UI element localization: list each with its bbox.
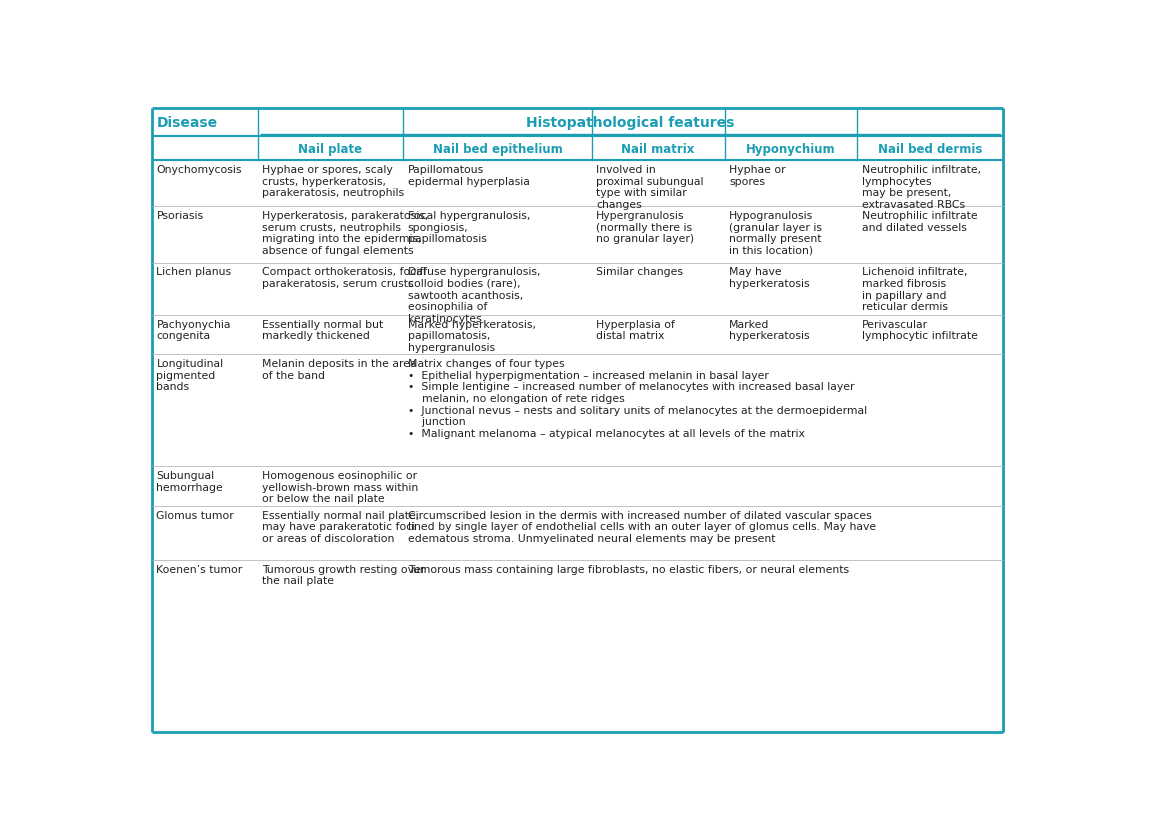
Text: Psoriasis: Psoriasis [156,211,204,221]
Text: Subungual
hemorrhage: Subungual hemorrhage [156,470,223,492]
Text: Lichen planus: Lichen planus [156,267,232,277]
Text: Compact orthokeratosis, focal
parakeratosis, serum crusts: Compact orthokeratosis, focal parakerato… [263,267,426,289]
Text: Neutrophilic infiltrate,
lymphocytes
may be present,
extravasated RBCs: Neutrophilic infiltrate, lymphocytes may… [862,165,981,209]
Text: Hyphae or
spores: Hyphae or spores [730,165,785,186]
Text: Nail bed epithelium: Nail bed epithelium [433,142,563,156]
Text: Tumorous growth resting over
the nail plate: Tumorous growth resting over the nail pl… [263,564,426,585]
Text: Onychomycosis: Onychomycosis [156,165,242,175]
Text: Glomus tumor: Glomus tumor [156,510,234,520]
Text: Disease: Disease [156,116,218,130]
Text: Hyphae or spores, scaly
crusts, hyperkeratosis,
parakeratosis, neutrophils: Hyphae or spores, scaly crusts, hyperker… [263,165,404,198]
Text: Nail bed dermis: Nail bed dermis [878,142,982,156]
Text: Diffuse hypergranulosis,
colloid bodies (rare),
sawtooth acanthosis,
eosinophili: Diffuse hypergranulosis, colloid bodies … [408,267,540,324]
Text: Circumscribed lesion in the dermis with increased number of dilated vascular spa: Circumscribed lesion in the dermis with … [408,510,875,543]
Text: Essentially normal but
markedly thickened: Essentially normal but markedly thickene… [263,320,383,341]
Text: Marked hyperkeratosis,
papillomatosis,
hypergranulosis: Marked hyperkeratosis, papillomatosis, h… [408,320,536,353]
Text: Tumorous mass containing large fibroblasts, no elastic fibers, or neural element: Tumorous mass containing large fibroblas… [408,564,849,574]
Text: Hyponychium: Hyponychium [746,142,836,156]
Text: Koenen’s tumor: Koenen’s tumor [156,564,243,574]
Text: Matrix changes of four types
•  Epithelial hyperpigmentation – increased melanin: Matrix changes of four types • Epithelia… [408,359,867,438]
Text: May have
hyperkeratosis: May have hyperkeratosis [730,267,809,289]
Text: Essentially normal nail plate,
may have parakeratotic foci
or areas of discolora: Essentially normal nail plate, may have … [263,510,419,543]
Text: Hyperplasia of
distal matrix: Hyperplasia of distal matrix [596,320,675,341]
Text: Neutrophilic infiltrate
and dilated vessels: Neutrophilic infiltrate and dilated vess… [862,211,977,233]
Text: Homogenous eosinophilic or
yellowish-brown mass within
or below the nail plate: Homogenous eosinophilic or yellowish-bro… [263,470,418,503]
Text: Pachyonychia
congenita: Pachyonychia congenita [156,320,230,341]
Text: Hypergranulosis
(normally there is
no granular layer): Hypergranulosis (normally there is no gr… [596,211,695,244]
Text: Hyperkeratosis, parakeratosis,
serum crusts, neutrophils
migrating into the epid: Hyperkeratosis, parakeratosis, serum cru… [263,211,428,256]
Text: Hypogranulosis
(granular layer is
normally present
in this location): Hypogranulosis (granular layer is normal… [730,211,822,256]
Text: Involved in
proximal subungual
type with similar
changes: Involved in proximal subungual type with… [596,165,704,209]
Text: Papillomatous
epidermal hyperplasia: Papillomatous epidermal hyperplasia [408,165,529,186]
Text: Perivascular
lymphocytic infiltrate: Perivascular lymphocytic infiltrate [862,320,977,341]
Text: Nail matrix: Nail matrix [622,142,695,156]
Text: Melanin deposits in the area
of the band: Melanin deposits in the area of the band [263,359,417,380]
Text: Nail plate: Nail plate [299,142,362,156]
Text: Marked
hyperkeratosis: Marked hyperkeratosis [730,320,809,341]
Text: Lichenoid infiltrate,
marked fibrosis
in papillary and
reticular dermis: Lichenoid infiltrate, marked fibrosis in… [862,267,967,312]
Text: Longitudinal
pigmented
bands: Longitudinal pigmented bands [156,359,223,392]
Text: Similar changes: Similar changes [596,267,683,277]
Text: Focal hypergranulosis,
spongiosis,
papillomatosis: Focal hypergranulosis, spongiosis, papil… [408,211,530,244]
Text: Histopathological features: Histopathological features [526,116,734,130]
